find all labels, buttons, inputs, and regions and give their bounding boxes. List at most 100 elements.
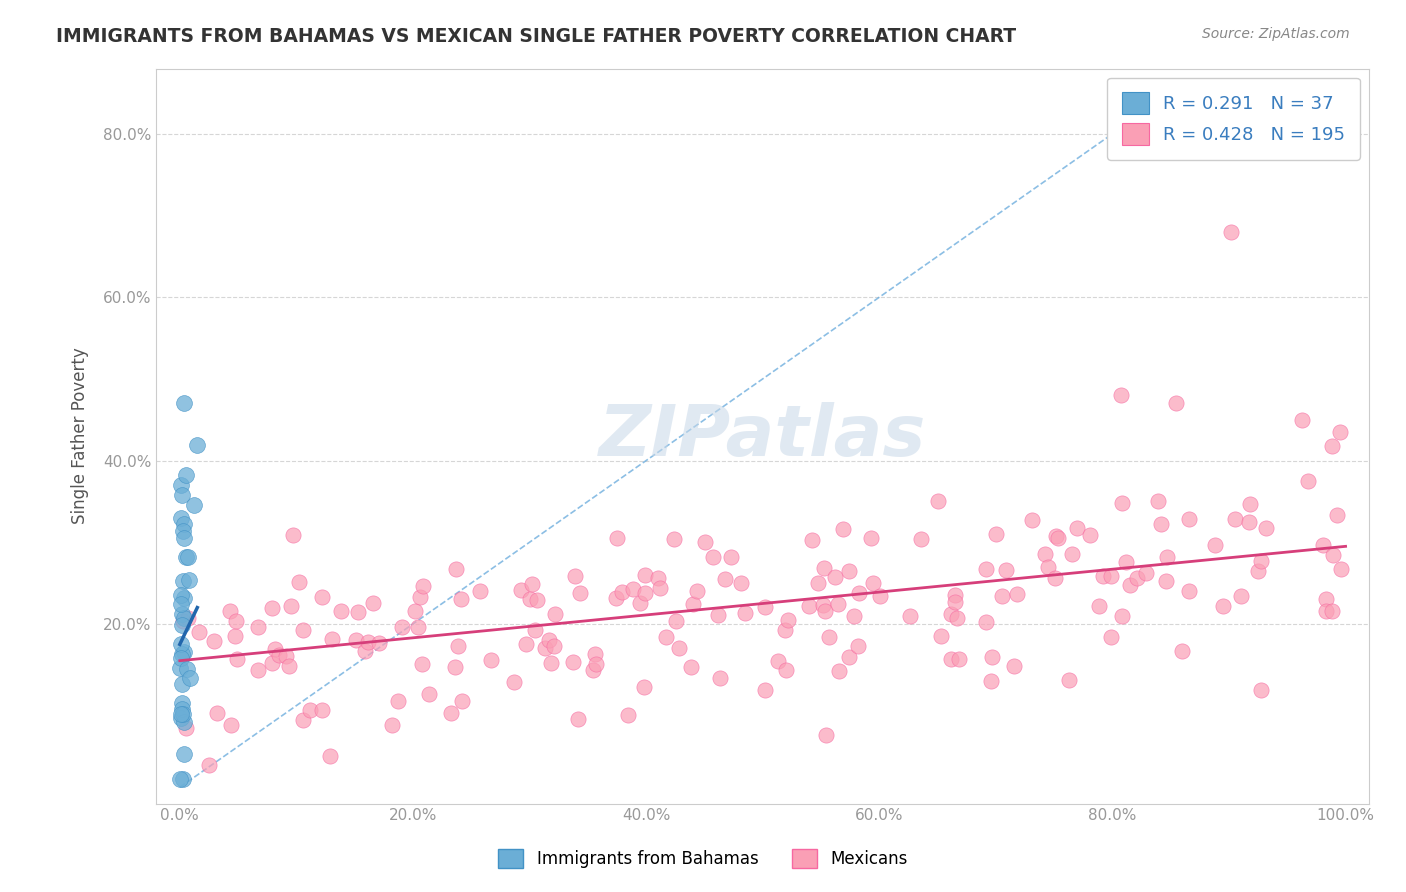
Point [766, 654, 789, 668]
Point [170, 711, 193, 725]
Point [1178, 584, 1201, 599]
Point [848, 585, 870, 599]
Point [515, 637, 537, 651]
Point [170, 598, 193, 612]
Point [219, 604, 242, 618]
Point [946, 610, 969, 624]
Point [502, 674, 524, 689]
Point [280, 599, 302, 613]
Point [1225, 512, 1247, 526]
Point [943, 587, 966, 601]
Point [526, 593, 548, 607]
Point [344, 632, 367, 647]
Point [176, 662, 198, 676]
Point [262, 601, 284, 615]
Point [1256, 521, 1278, 535]
Point [1111, 496, 1133, 510]
Point [1126, 571, 1149, 585]
Point [524, 623, 547, 637]
Point [797, 599, 820, 614]
Point [404, 604, 426, 618]
Point [974, 562, 997, 576]
Point [298, 703, 321, 717]
Point [509, 582, 531, 597]
Point [174, 550, 197, 565]
Point [225, 614, 247, 628]
Point [450, 591, 472, 606]
Point [186, 438, 208, 452]
Point [411, 657, 433, 671]
Point [647, 571, 669, 585]
Point [187, 624, 209, 639]
Point [1229, 589, 1251, 603]
Point [775, 663, 797, 677]
Point [169, 660, 191, 674]
Point [1320, 604, 1343, 618]
Point [1326, 508, 1348, 522]
Point [1092, 569, 1115, 583]
Point [361, 596, 384, 610]
Point [1115, 555, 1137, 569]
Point [446, 639, 468, 653]
Point [582, 663, 605, 677]
Point [910, 533, 932, 547]
Point [183, 498, 205, 512]
Point [1150, 516, 1173, 531]
Point [1111, 609, 1133, 624]
Point [682, 597, 704, 611]
Point [720, 549, 742, 564]
Point [1312, 537, 1334, 551]
Point [444, 561, 467, 575]
Point [276, 648, 298, 663]
Point [173, 714, 195, 729]
Point [170, 607, 193, 621]
Point [172, 574, 194, 588]
Point [170, 651, 193, 665]
Point [172, 524, 194, 538]
Point [943, 595, 966, 609]
Point [277, 659, 299, 673]
Point [1247, 564, 1270, 578]
Point [173, 747, 195, 761]
Point [1296, 474, 1319, 488]
Point [1237, 515, 1260, 529]
Point [170, 702, 193, 716]
Point [169, 772, 191, 786]
Point [815, 729, 838, 743]
Point [1036, 560, 1059, 574]
Point [832, 522, 855, 536]
Point [1060, 547, 1083, 561]
Point [1220, 225, 1243, 239]
Point [356, 635, 378, 649]
Point [648, 581, 671, 595]
Point [177, 550, 200, 565]
Point [177, 611, 200, 625]
Point [1250, 682, 1272, 697]
Point [1078, 528, 1101, 542]
Point [172, 772, 194, 786]
Point [1291, 413, 1313, 427]
Point [634, 586, 657, 600]
Point [773, 623, 796, 637]
Point [202, 634, 225, 648]
Point [1170, 644, 1192, 658]
Point [702, 549, 724, 564]
Point [288, 574, 311, 589]
Point [939, 652, 962, 666]
Point [838, 564, 860, 578]
Point [828, 664, 851, 678]
Point [1330, 561, 1353, 575]
Point [264, 642, 287, 657]
Point [1135, 566, 1157, 581]
Point [605, 591, 627, 606]
Point [824, 569, 846, 583]
Point [818, 630, 841, 644]
Point [179, 671, 201, 685]
Point [994, 564, 1017, 578]
Point [984, 527, 1007, 541]
Point [172, 614, 194, 628]
Point [813, 561, 835, 575]
Point [931, 629, 953, 643]
Point [633, 680, 655, 694]
Point [621, 582, 644, 596]
